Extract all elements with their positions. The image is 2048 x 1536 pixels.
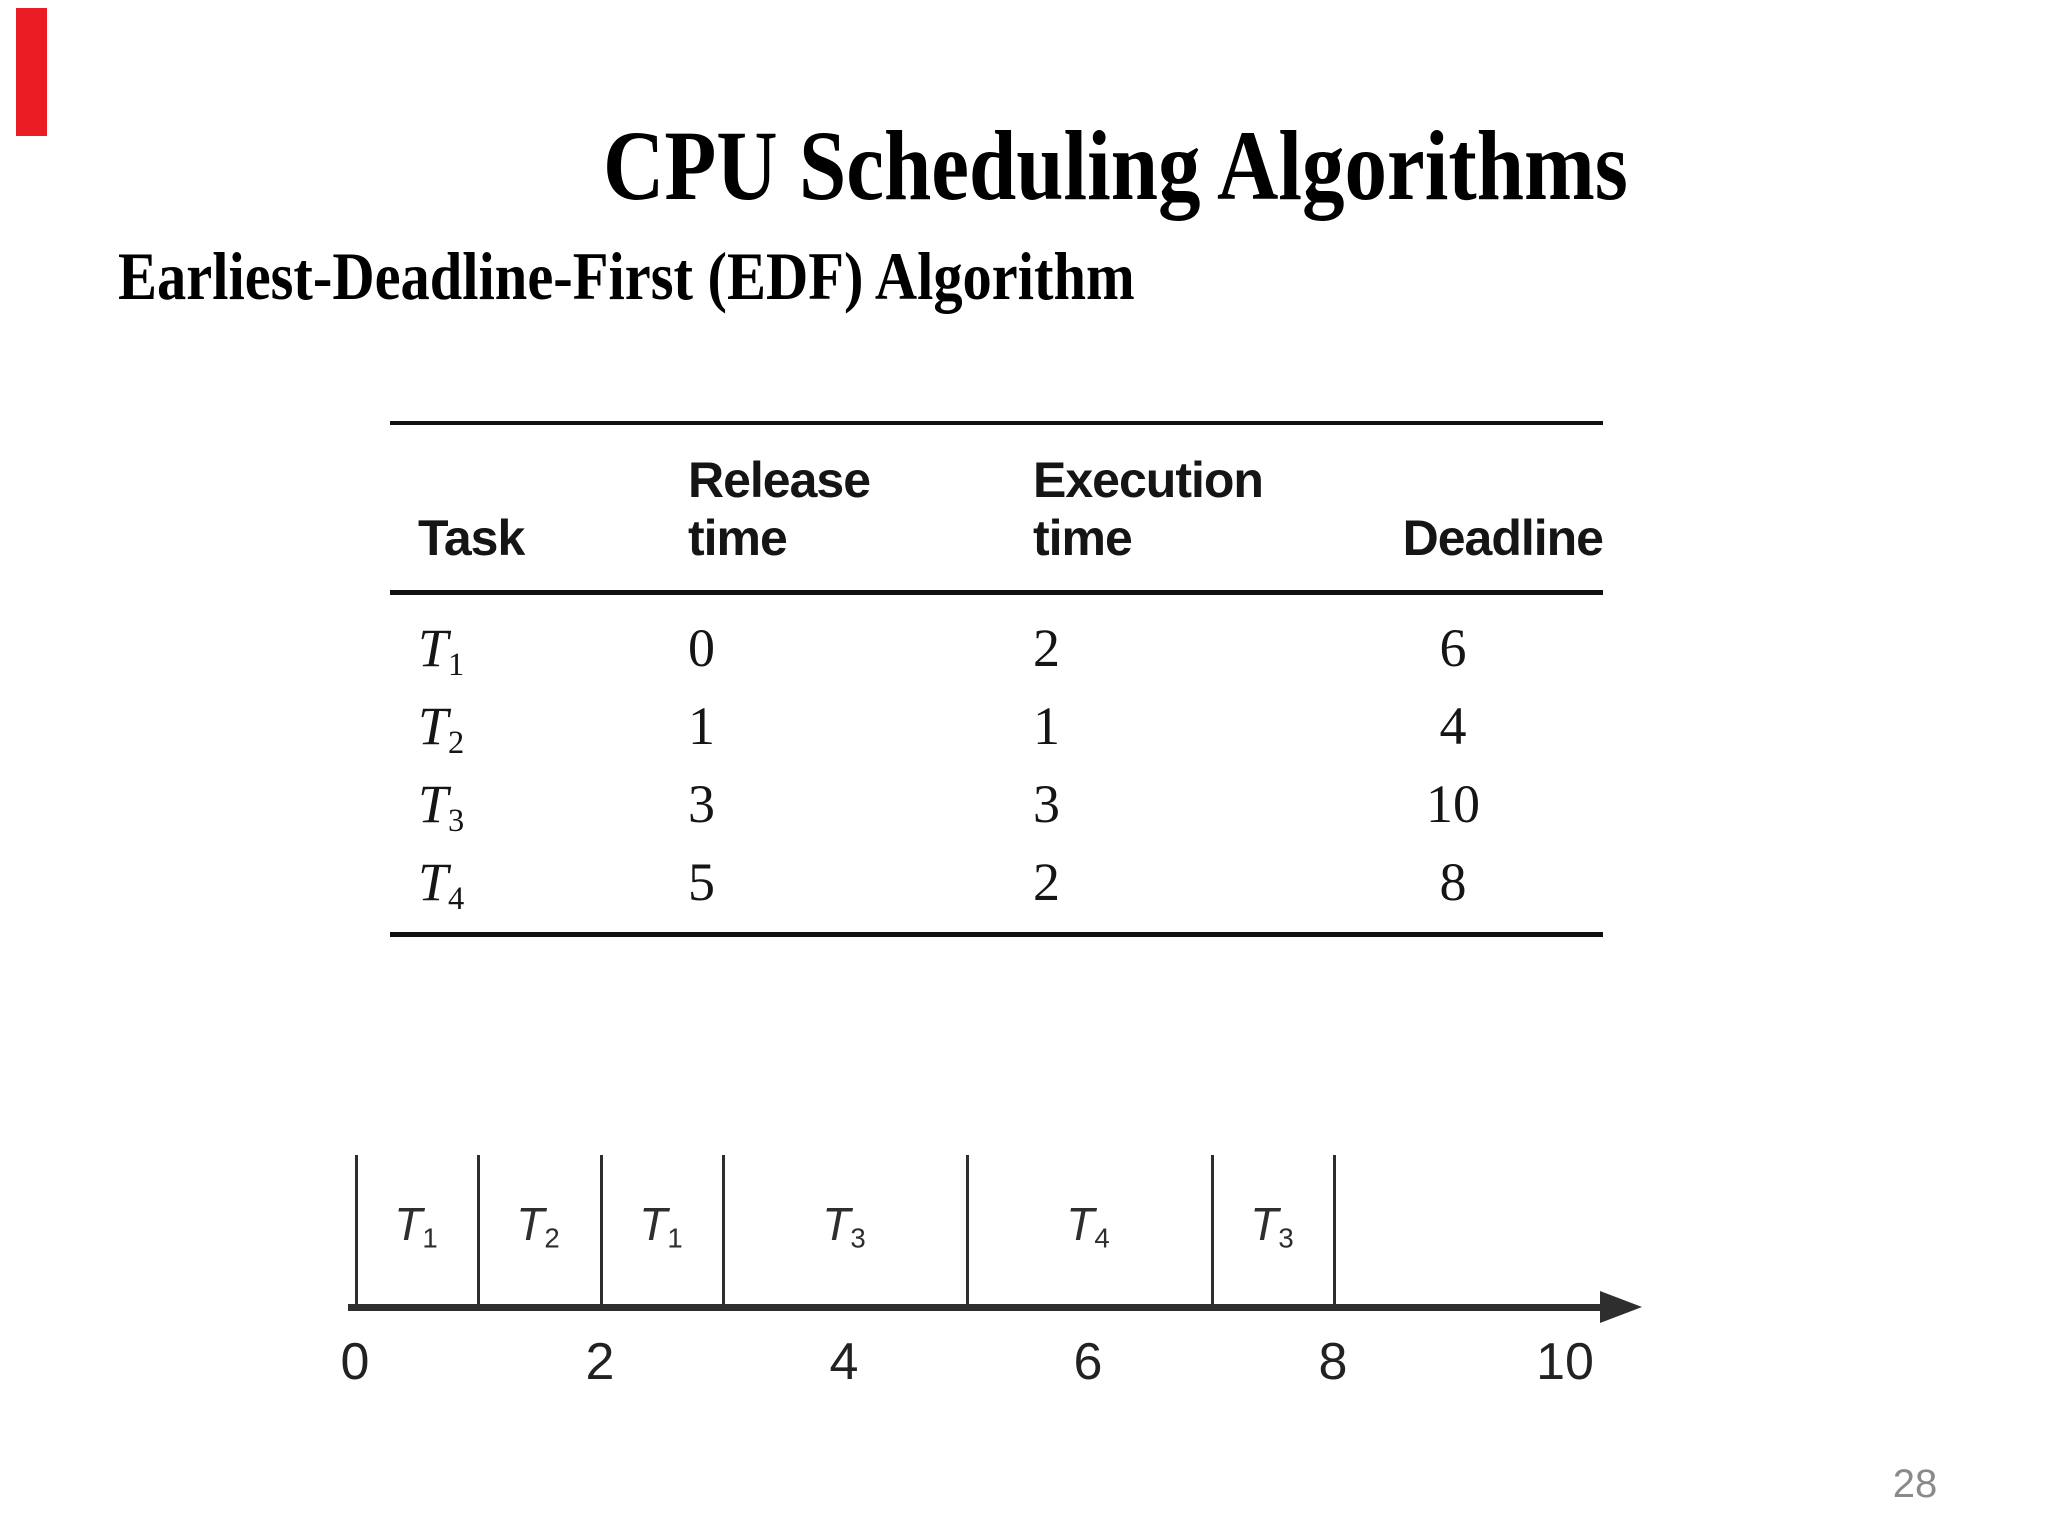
time-axis-arrow-icon xyxy=(1600,1291,1642,1323)
execution-time-value: 2 xyxy=(1033,618,1060,678)
axis-tick-label: 6 xyxy=(1073,1333,1103,1391)
deadline-value: 8 xyxy=(1439,852,1467,912)
table-header-rule xyxy=(390,590,1603,595)
timeline-segment-label: T3 xyxy=(822,1198,866,1254)
task-table: Task Release time Execution time Deadlin… xyxy=(390,421,1604,941)
table-row: T2 1 1 4 xyxy=(390,694,1603,762)
deadline-value: 6 xyxy=(1439,618,1467,678)
edf-schedule-timeline: T1 T2 T1 T3 T4 T3 0 2 4 6 8 10 xyxy=(0,1130,2048,1450)
axis-tick-label: 8 xyxy=(1318,1333,1348,1391)
task-name: T1 xyxy=(418,618,465,684)
page-number: 28 xyxy=(1892,1462,1938,1506)
task-name: T4 xyxy=(418,852,465,918)
axis-tick-label: 2 xyxy=(585,1333,615,1391)
header-execution-line1: Execution xyxy=(1033,452,1264,508)
release-time-value: 1 xyxy=(688,696,715,756)
accent-bar xyxy=(16,8,47,136)
timeline-boundary-line xyxy=(477,1155,480,1307)
timeline-segment-label: T1 xyxy=(639,1198,683,1254)
deadline-value: 10 xyxy=(1426,774,1480,834)
release-time-value: 5 xyxy=(688,852,715,912)
task-name: T2 xyxy=(418,696,465,762)
page-title: CPU Scheduling Algorithms xyxy=(603,110,1628,221)
timeline-boundary-line xyxy=(355,1155,358,1307)
execution-time-value: 1 xyxy=(1033,696,1060,756)
header-task: Task xyxy=(418,510,525,566)
timeline-boundary-line xyxy=(600,1155,603,1307)
deadline-value: 4 xyxy=(1439,696,1467,756)
axis-tick-label: 0 xyxy=(340,1333,370,1391)
table-row: T3 3 3 10 xyxy=(390,772,1603,840)
axis-tick-label: 10 xyxy=(1536,1333,1594,1391)
timeline-segment-label: T2 xyxy=(516,1198,560,1254)
header-deadline: Deadline xyxy=(1402,510,1604,566)
table-top-rule xyxy=(390,421,1603,425)
time-axis-line xyxy=(348,1304,1610,1311)
header-execution-line2: time xyxy=(1033,510,1133,566)
header-release-line1: Release xyxy=(688,452,871,508)
table-row: T1 0 2 6 xyxy=(390,616,1603,684)
header-release-line2: time xyxy=(688,510,788,566)
timeline-boundary-line xyxy=(1333,1155,1336,1307)
execution-time-value: 3 xyxy=(1033,774,1060,834)
table-row: T4 5 2 8 xyxy=(390,850,1603,918)
timeline-boundary-line xyxy=(722,1155,725,1307)
task-name: T3 xyxy=(418,774,465,840)
timeline-segment-label: T3 xyxy=(1250,1198,1294,1254)
slide-subtitle: Earliest-Deadline-First (EDF) Algorithm xyxy=(118,238,1135,314)
release-time-value: 3 xyxy=(688,774,715,834)
timeline-boundary-line xyxy=(1211,1155,1214,1307)
timeline-segment-label: T4 xyxy=(1066,1198,1110,1254)
table-bottom-rule xyxy=(390,932,1603,937)
axis-tick-label: 4 xyxy=(829,1333,859,1391)
execution-time-value: 2 xyxy=(1033,852,1060,912)
timeline-boundary-line xyxy=(966,1155,969,1307)
release-time-value: 0 xyxy=(688,618,715,678)
timeline-segment-label: T1 xyxy=(394,1198,438,1254)
